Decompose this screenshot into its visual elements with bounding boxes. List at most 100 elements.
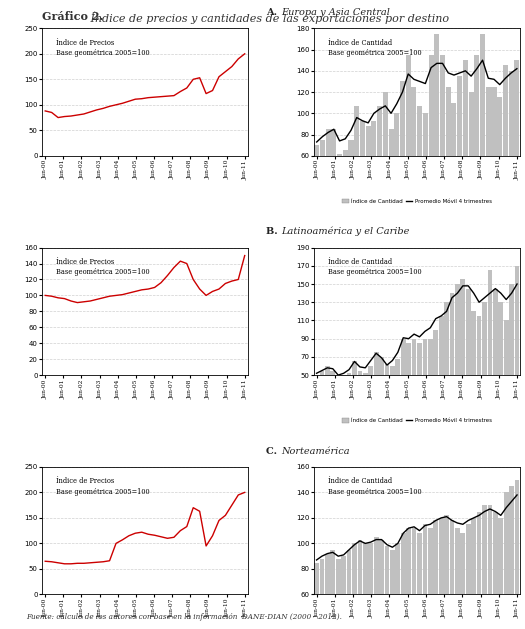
Bar [401, 338, 406, 421]
Bar [514, 480, 519, 629]
Bar [466, 525, 470, 629]
Bar [509, 284, 514, 421]
Bar [320, 370, 324, 421]
Bar [336, 377, 341, 421]
Bar [341, 556, 346, 629]
Bar [358, 370, 362, 421]
Bar [395, 543, 400, 629]
Bar [463, 60, 468, 220]
Text: Índice de Precios
Base geométrica 2005=100: Índice de Precios Base geométrica 2005=1… [56, 258, 150, 276]
Bar [314, 145, 319, 220]
Bar [346, 373, 351, 421]
Bar [428, 55, 434, 220]
Bar [374, 537, 379, 629]
Bar [394, 113, 400, 220]
Bar [514, 60, 519, 220]
Bar [346, 550, 351, 629]
Bar [390, 550, 395, 629]
Bar [434, 33, 439, 220]
Bar [352, 543, 357, 629]
Bar [314, 562, 319, 629]
Bar [460, 279, 465, 421]
Bar [358, 540, 362, 629]
Bar [417, 106, 422, 220]
Legend: Índice de Cantidad, Promedio Móvil 4 trimestres: Índice de Cantidad, Promedio Móvil 4 tri… [340, 416, 494, 426]
Text: Europa y Asia Central: Europa y Asia Central [281, 8, 390, 17]
Bar [336, 559, 341, 629]
Bar [412, 528, 416, 629]
Bar [365, 126, 371, 220]
Bar [449, 520, 455, 629]
Bar [471, 311, 476, 421]
Text: B.: B. [266, 227, 281, 237]
Bar [412, 338, 416, 421]
Bar [504, 493, 509, 629]
Bar [349, 140, 353, 220]
Bar [406, 528, 411, 629]
Bar [423, 338, 427, 421]
Bar [482, 505, 487, 629]
Bar [482, 303, 487, 421]
Bar [401, 533, 406, 629]
Bar [363, 373, 368, 421]
Bar [388, 129, 394, 220]
Bar [509, 71, 513, 220]
Legend: Índice de Cantidad, Promedio Móvil 4 trimestres: Índice de Cantidad, Promedio Móvil 4 tri… [340, 197, 494, 206]
Bar [504, 320, 509, 421]
Bar [474, 55, 479, 220]
Bar [466, 289, 470, 421]
Bar [491, 87, 497, 220]
Bar [383, 92, 388, 220]
Bar [374, 352, 379, 421]
Text: Índice de Cantidad
Base geométrica 2005=100: Índice de Cantidad Base geométrica 2005=… [328, 38, 422, 57]
Bar [369, 543, 373, 629]
Bar [514, 266, 519, 421]
Text: A.: A. [267, 8, 281, 17]
Bar [488, 505, 492, 629]
Bar [433, 330, 438, 421]
Bar [444, 515, 449, 629]
Bar [471, 518, 476, 629]
Text: Gráfico 2.: Gráfico 2. [42, 11, 103, 22]
Bar [314, 375, 319, 421]
Text: C.: C. [267, 447, 281, 455]
Text: Índice de precios y cantidades de las exportaciones por destino: Índice de precios y cantidades de las ex… [87, 11, 449, 24]
Text: Índice de Precios
Base geométrica 2005=100: Índice de Precios Base geométrica 2005=1… [56, 477, 150, 496]
Bar [326, 129, 331, 220]
Bar [439, 316, 444, 421]
Bar [325, 366, 330, 421]
Bar [395, 359, 400, 421]
Bar [469, 92, 474, 220]
Bar [486, 87, 491, 220]
Bar [423, 113, 428, 220]
Bar [444, 303, 449, 421]
Bar [417, 533, 422, 629]
Bar [369, 366, 373, 421]
Bar [440, 55, 445, 220]
Bar [354, 106, 359, 220]
Text: Latinoamérica y el Caribe: Latinoamérica y el Caribe [281, 227, 410, 237]
Bar [460, 533, 465, 629]
Bar [417, 343, 422, 421]
Bar [385, 546, 390, 629]
Bar [330, 370, 335, 421]
Text: Índice de Cantidad
Base geométrica 2005=100: Índice de Cantidad Base geométrica 2005=… [328, 258, 422, 276]
Bar [325, 554, 330, 629]
Bar [498, 303, 503, 421]
Bar [320, 559, 324, 629]
Bar [452, 103, 456, 220]
Bar [455, 528, 460, 629]
Bar [385, 364, 390, 421]
Bar [497, 97, 502, 220]
Bar [371, 121, 376, 220]
Bar [477, 511, 481, 629]
Bar [337, 153, 342, 220]
Bar [331, 129, 337, 220]
Bar [406, 55, 411, 220]
Bar [455, 284, 460, 421]
Bar [352, 362, 357, 421]
Bar [320, 140, 325, 220]
Bar [400, 81, 405, 220]
Bar [503, 65, 508, 220]
Text: Índice de Precios
Base geométrica 2005=100: Índice de Precios Base geométrica 2005=1… [56, 38, 150, 57]
